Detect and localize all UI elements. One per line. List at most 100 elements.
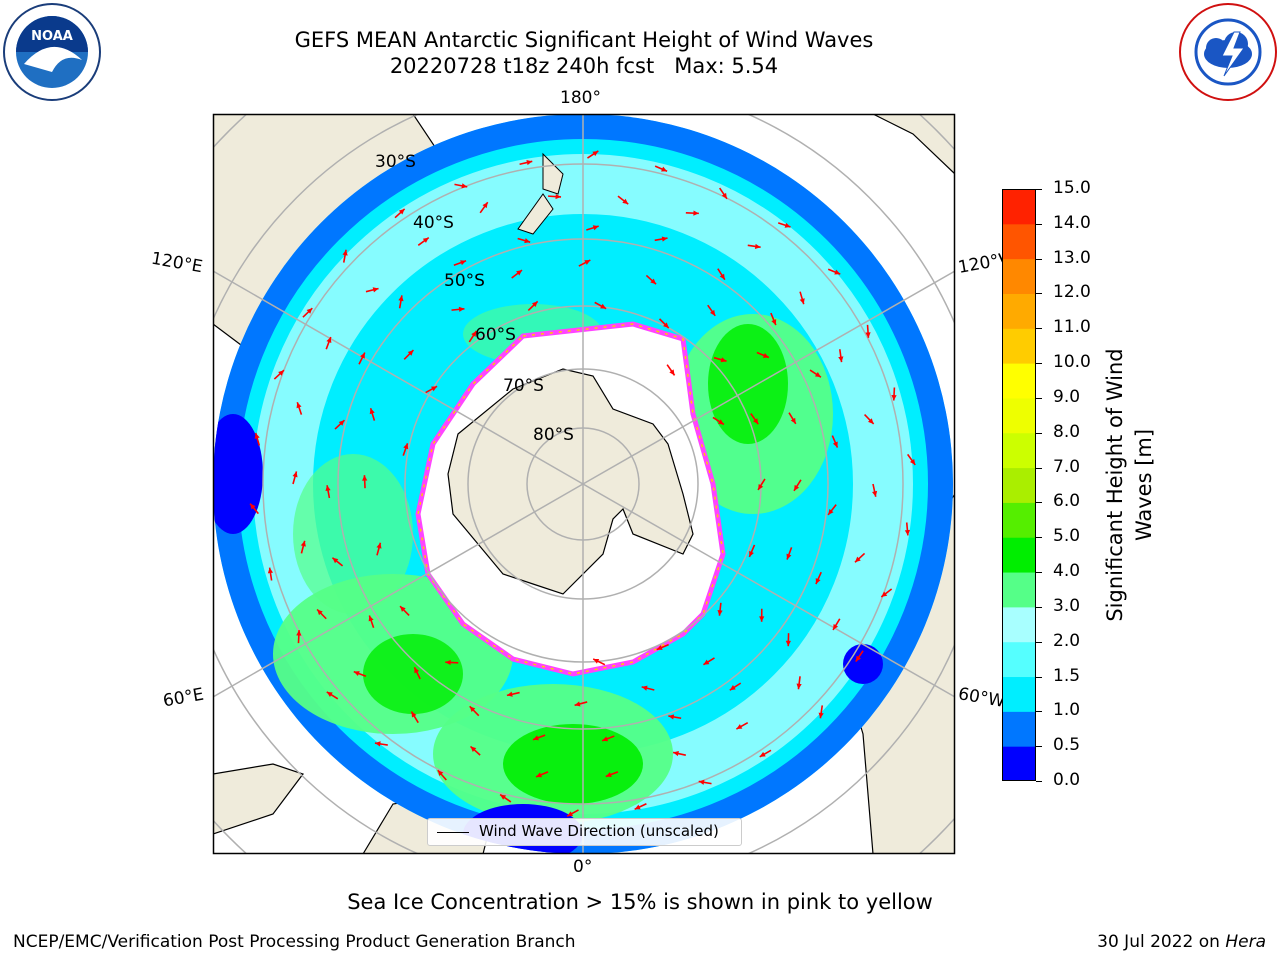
map-legend: Wind Wave Direction (unscaled) bbox=[427, 818, 742, 846]
noaa-logo-icon: NOAA bbox=[3, 3, 101, 101]
wind-arrow-head bbox=[799, 298, 805, 305]
wind-arrow-head bbox=[407, 350, 414, 356]
colorbar-tick-mark bbox=[1036, 711, 1042, 713]
legend-line-icon bbox=[437, 832, 469, 833]
wind-arrow-head bbox=[567, 811, 574, 817]
wind-arrow-head bbox=[909, 459, 916, 465]
wind-arrow-head bbox=[574, 701, 581, 707]
colorbar-label: Significant Height of Wind Waves [m] bbox=[1101, 348, 1159, 621]
wind-arrow-head bbox=[855, 655, 861, 662]
footer-date: 30 Jul 2022 on Hera bbox=[1097, 932, 1266, 952]
lat-label-80s: 80°S bbox=[533, 425, 574, 445]
wind-arrow-head bbox=[729, 685, 736, 691]
wind-arrow-head bbox=[506, 691, 513, 697]
wind-arrow-head bbox=[784, 222, 791, 228]
wind-arrow-head bbox=[771, 319, 777, 326]
lat-label-30s: 30°S bbox=[375, 152, 416, 172]
wind-arrow-head bbox=[593, 658, 600, 664]
wind-arrow-head bbox=[663, 322, 669, 329]
wind-wave-arrows bbox=[249, 150, 916, 817]
colorbar-tick-mark bbox=[1036, 258, 1042, 260]
lon-label-60w: 60°W bbox=[956, 684, 1007, 712]
wind-arrow-head bbox=[278, 370, 284, 376]
wind-arrow-head bbox=[838, 356, 844, 363]
colorbar-tick-mark bbox=[1036, 397, 1042, 399]
colorbar-tick-label: 11.0 bbox=[1053, 317, 1091, 338]
wind-arrow-head bbox=[719, 273, 725, 280]
footer-branch: NCEP/EMC/Verification Post Processing Pr… bbox=[13, 932, 576, 952]
wind-arrow-head bbox=[460, 260, 467, 266]
wind-arrow-head bbox=[411, 711, 417, 718]
colorbar-tick-label: 14.0 bbox=[1053, 212, 1091, 233]
colorbar-segment bbox=[1002, 328, 1036, 364]
colorbar-segment bbox=[1002, 223, 1036, 260]
wind-arrow-head bbox=[759, 616, 765, 622]
colorbar-tick-label: 13.0 bbox=[1053, 247, 1091, 268]
colorbar-tick-mark bbox=[1036, 363, 1042, 365]
footer-host: Hera bbox=[1225, 932, 1266, 952]
wind-arrow-head bbox=[374, 741, 381, 747]
colorbar-tick-label: 3.0 bbox=[1053, 595, 1081, 616]
title-line-2: 20220728 t18z 240h fcst Max: 5.54 bbox=[389, 54, 779, 78]
wind-arrow-head bbox=[600, 303, 607, 309]
colorbar-tick-mark bbox=[1036, 606, 1042, 608]
lat-label-50s: 50°S bbox=[444, 271, 485, 291]
graticule bbox=[213, 114, 955, 854]
colorbar-tick-label: 1.5 bbox=[1053, 665, 1081, 686]
colorbar-tick-mark bbox=[1036, 746, 1042, 748]
wind-arrow-head bbox=[881, 591, 888, 597]
colorbar-segment bbox=[1002, 258, 1036, 294]
wind-arrow-head bbox=[720, 357, 727, 363]
wind-arrow-head bbox=[749, 550, 754, 557]
wind-arrow-head bbox=[592, 150, 599, 157]
wind-arrow-head bbox=[482, 202, 488, 209]
wind-arrow-head bbox=[709, 309, 716, 316]
colorbar-tick-label: 6.0 bbox=[1053, 491, 1081, 512]
map-frame bbox=[212, 113, 956, 855]
colorbar-segment bbox=[1002, 537, 1036, 573]
wind-arrow-head bbox=[814, 372, 821, 378]
colorbar-tick-mark bbox=[1036, 502, 1042, 504]
wind-arrow-head bbox=[762, 353, 769, 358]
wind-arrow-head bbox=[376, 542, 382, 549]
footer-date-text: 30 Jul 2022 on bbox=[1097, 932, 1226, 952]
wind-arrow-head bbox=[736, 724, 743, 730]
wind-arrow-head bbox=[362, 475, 368, 481]
colorbar-segment bbox=[1002, 606, 1036, 643]
wind-arrow-head bbox=[605, 772, 612, 778]
colorbar-tick-mark bbox=[1036, 781, 1042, 782]
wind-arrow-head bbox=[833, 623, 839, 630]
colorbar-tick-mark bbox=[1036, 293, 1042, 295]
wind-arrow-head bbox=[306, 308, 313, 314]
colorbar-tick-mark bbox=[1036, 641, 1042, 643]
wind-arrow-head bbox=[254, 432, 260, 439]
wind-arrow-head bbox=[325, 485, 331, 492]
colorbar-tick-label: 8.0 bbox=[1053, 421, 1081, 442]
wind-arrow-head bbox=[555, 193, 562, 200]
colorbar-segment bbox=[1002, 676, 1036, 712]
wind-arrow-head bbox=[832, 441, 838, 448]
wind-arrow-head bbox=[668, 714, 675, 720]
wind-arrow-head bbox=[584, 260, 591, 265]
title-line-1: GEFS MEAN Antarctic Significant Height o… bbox=[294, 28, 874, 52]
wind-arrow-head bbox=[865, 332, 871, 338]
colorbar-tick-label: 2.0 bbox=[1053, 630, 1081, 651]
colorbar-tick-mark bbox=[1036, 467, 1042, 469]
antarctic-map: 30°S 40°S 50°S 60°S 70°S 80°S bbox=[212, 113, 956, 855]
colorbar-segment bbox=[1002, 502, 1036, 538]
lon-label-120e: 120°E bbox=[149, 248, 205, 278]
wind-arrow-head bbox=[516, 270, 523, 276]
colorbar-tick-mark bbox=[1036, 223, 1042, 225]
wind-arrow-head bbox=[693, 210, 699, 216]
colorbar-segment bbox=[1002, 572, 1036, 608]
colorbar-tick-mark bbox=[1036, 572, 1042, 574]
lon-label-180: 180° bbox=[560, 88, 601, 108]
colorbar-segment bbox=[1002, 746, 1036, 781]
wind-arrow-head bbox=[673, 751, 679, 757]
wind-arrow-head bbox=[759, 751, 766, 757]
wind-arrow-head bbox=[403, 443, 409, 450]
colorbar-tick-label: 7.0 bbox=[1053, 456, 1081, 477]
wind-arrow-head bbox=[656, 645, 663, 650]
wind-arrow-head bbox=[461, 183, 468, 189]
lon-label-60e: 60°E bbox=[161, 684, 206, 712]
